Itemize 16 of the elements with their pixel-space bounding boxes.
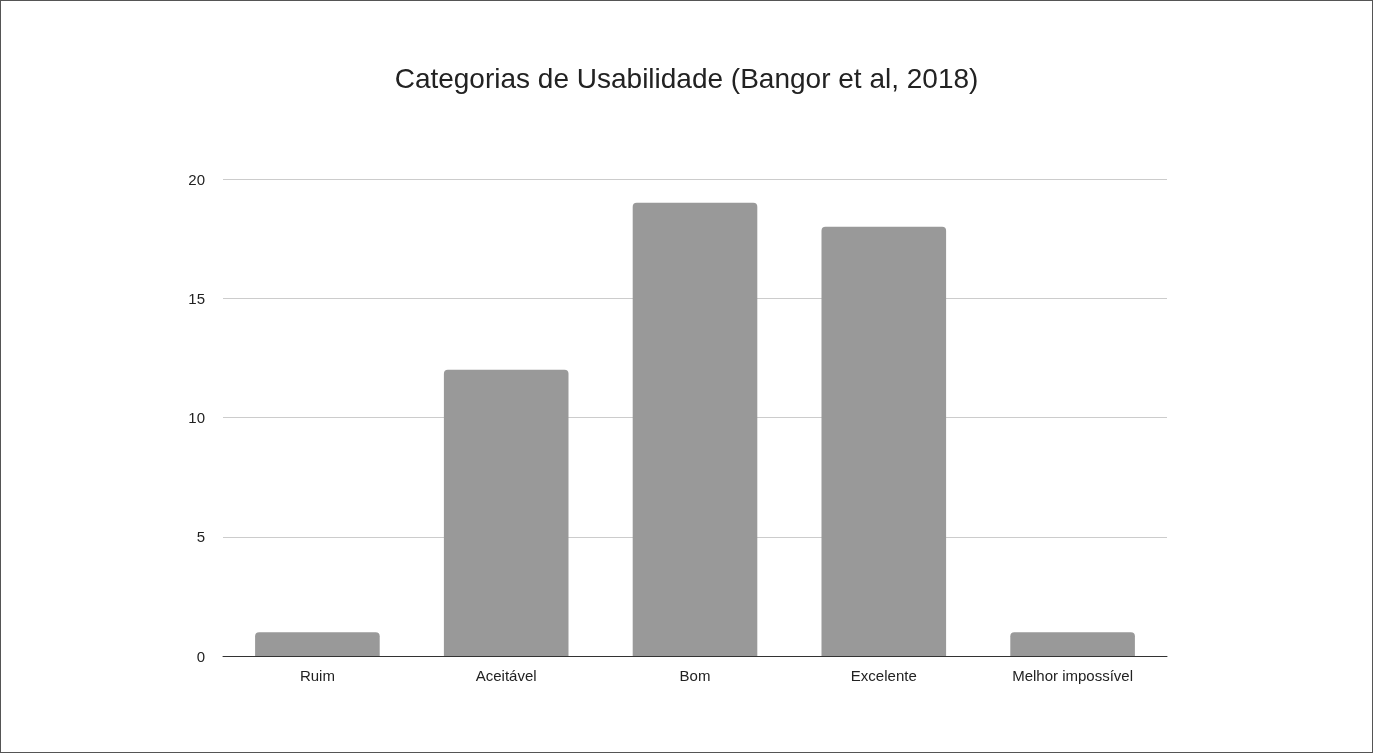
bar bbox=[443, 369, 569, 656]
x-tick-label: Ruim bbox=[299, 667, 335, 684]
x-tick-label: Excelente bbox=[850, 667, 917, 684]
bar bbox=[255, 632, 380, 656]
y-tick-label: 10 bbox=[188, 409, 205, 426]
chart-title: Categorias de Usabilidade (Bangor et al, 2018) bbox=[394, 62, 979, 94]
bar bbox=[821, 226, 947, 656]
bar bbox=[1010, 632, 1135, 656]
y-tick-label: 15 bbox=[188, 289, 205, 307]
x-tick-label: Bom bbox=[679, 667, 711, 684]
y-tick-label: 20 bbox=[188, 170, 205, 188]
x-tick-label: Aceitável bbox=[475, 667, 537, 684]
y-tick-label: 0 bbox=[196, 647, 205, 665]
y-tick-label: 5 bbox=[196, 528, 205, 546]
bar bbox=[632, 202, 758, 656]
x-tick-label: Melhor impossível bbox=[1012, 667, 1134, 684]
